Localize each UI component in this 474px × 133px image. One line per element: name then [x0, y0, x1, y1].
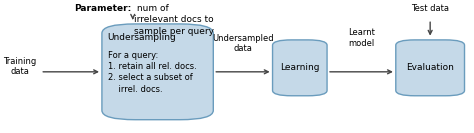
Text: Training
data: Training data: [3, 57, 36, 76]
Text: For a query:
1. retain all rel. docs.
2. select a subset of
    irrel. docs.: For a query: 1. retain all rel. docs. 2.…: [108, 51, 196, 94]
Text: Undersampled
data: Undersampled data: [212, 34, 274, 53]
Text: Parameter:: Parameter:: [74, 4, 132, 13]
Text: Learnt
model: Learnt model: [348, 28, 375, 48]
FancyBboxPatch shape: [273, 40, 327, 96]
FancyBboxPatch shape: [396, 40, 465, 96]
FancyBboxPatch shape: [102, 24, 213, 120]
Text: Test data: Test data: [411, 4, 449, 13]
Text: Evaluation: Evaluation: [406, 63, 454, 72]
Text: Undersampling: Undersampling: [108, 33, 176, 42]
Text: num of
irrelevant docs to
sample per query: num of irrelevant docs to sample per que…: [134, 4, 214, 36]
Text: Learning: Learning: [280, 63, 319, 72]
